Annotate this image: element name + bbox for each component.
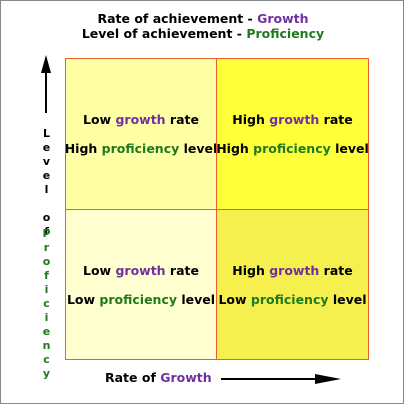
quadrant-text: growth [269, 112, 320, 127]
quadrant-text: High [216, 141, 254, 156]
x-axis-text: Rate of [105, 370, 161, 385]
quadrant: Low growth rate High proficiency level [65, 58, 217, 210]
quadrant-text: proficiency [253, 141, 331, 156]
quadrant-line: High proficiency level [216, 141, 369, 156]
header-line: Level of achievement - Proficiency [1, 26, 404, 41]
quadrant-text: High [232, 112, 270, 127]
x-axis-growth: Growth [160, 370, 212, 385]
quadrant-text: growth [115, 262, 166, 278]
quadrant-line: Low growth rate [83, 112, 199, 127]
quadrant-text: High [232, 262, 270, 278]
quadrant-text: proficiency [250, 291, 329, 307]
quadrant-line: High proficiency level [65, 141, 218, 156]
header-text: Rate of achievement - [97, 11, 258, 26]
quadrant-line: High growth rate [232, 112, 352, 127]
quadrant: High growth rate High proficiency level [216, 58, 369, 210]
y-axis-label: Level of [40, 127, 53, 239]
quadrant: Low growth rate Low proficiency level [65, 209, 217, 360]
quadrant-text: growth [269, 262, 320, 278]
quadrant-text: Low [218, 291, 251, 307]
quadrant-text: level [177, 291, 216, 307]
quadrant-text: Low [83, 262, 116, 278]
header-growth: Growth [257, 11, 309, 26]
quadrant-text: rate [319, 262, 353, 278]
header-line: Rate of achievement - Growth [1, 11, 404, 26]
y-arrowhead [41, 55, 51, 73]
quadrant-line: Low proficiency level [218, 292, 366, 307]
x-arrowhead [315, 374, 341, 384]
quadrant-text: level [179, 141, 218, 156]
header-text: Level of achievement - [81, 26, 247, 41]
quadrant-text: growth [115, 112, 166, 127]
quadrant-text: proficiency [101, 141, 180, 156]
quadrant-text: level [330, 141, 369, 156]
quadrant-text: Low [83, 112, 116, 127]
x-axis-label: Rate of Growth [105, 370, 212, 385]
quadrant-line: High growth rate [232, 263, 352, 278]
quadrant-text: rate [165, 112, 199, 127]
quadrant-text: level [328, 291, 367, 307]
quadrant-line: Low proficiency level [67, 292, 215, 307]
quadrant-text: Low [66, 291, 100, 307]
quadrant-text: High [64, 141, 102, 156]
quadrant: High growth rate Low proficiency level [216, 209, 369, 360]
quadrant-text: rate [319, 112, 353, 127]
quadrant-text: rate [165, 262, 199, 278]
quadrant-text: proficiency [99, 291, 178, 307]
header-proficiency: Proficiency [246, 26, 325, 41]
y-axis-label: Proficiency [40, 227, 53, 381]
quadrant-line: Low growth rate [83, 263, 199, 278]
